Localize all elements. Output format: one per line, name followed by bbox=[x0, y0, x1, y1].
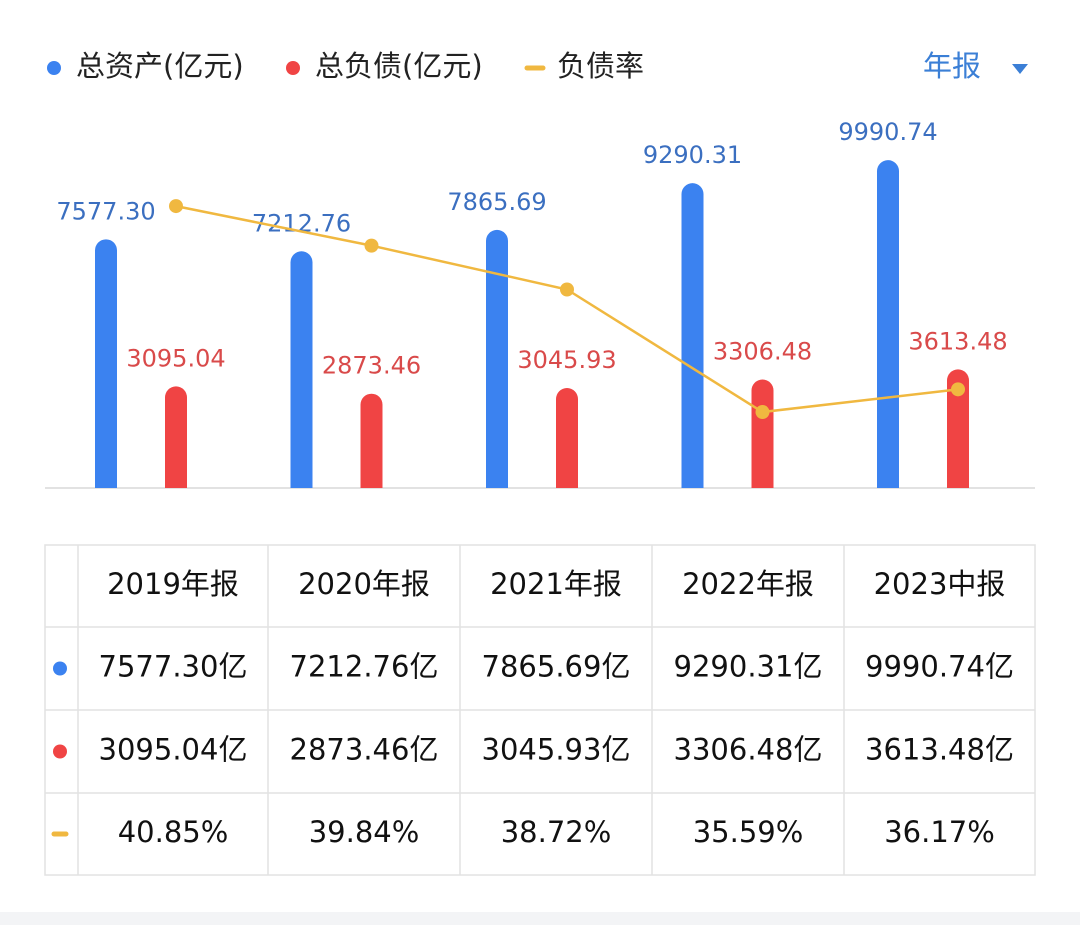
bar bbox=[165, 386, 187, 488]
bar bbox=[486, 229, 508, 488]
row-marker bbox=[53, 744, 67, 759]
table-header: 2020年报 bbox=[298, 567, 430, 601]
value-label: 7865.69 bbox=[447, 188, 546, 216]
bottom-strip bbox=[0, 912, 1080, 925]
legend-label: 负债率 bbox=[557, 49, 644, 83]
dropdown-arrow[interactable] bbox=[1012, 64, 1028, 74]
table-cell: 2873.46亿 bbox=[290, 733, 439, 767]
legend-marker bbox=[286, 61, 300, 75]
bar bbox=[95, 239, 117, 488]
table-cell: 3613.48亿 bbox=[865, 733, 1014, 767]
table-cell: 9290.31亿 bbox=[674, 650, 823, 684]
table-cell: 7865.69亿 bbox=[482, 650, 631, 684]
bar bbox=[681, 183, 704, 488]
table-header: 2021年报 bbox=[490, 567, 622, 601]
line-point bbox=[364, 238, 379, 253]
value-label: 2873.46 bbox=[322, 352, 421, 380]
line-point bbox=[755, 405, 770, 420]
table-cell: 7212.76亿 bbox=[290, 650, 439, 684]
row-marker bbox=[53, 661, 67, 676]
value-label: 7577.30 bbox=[56, 197, 155, 225]
table-cell: 36.17% bbox=[884, 815, 995, 849]
table-cell: 35.59% bbox=[693, 815, 804, 849]
line-point bbox=[169, 199, 183, 214]
table-cell: 40.85% bbox=[118, 815, 229, 849]
line-point bbox=[951, 382, 965, 397]
table-header: 2019年报 bbox=[107, 567, 239, 601]
value-label: 9290.31 bbox=[643, 141, 742, 169]
legend-marker bbox=[47, 61, 61, 75]
table-header: 2023中报 bbox=[874, 567, 1006, 601]
period-selector[interactable]: 年报 bbox=[923, 49, 981, 83]
bar bbox=[751, 379, 774, 488]
legend-label: 总资产(亿元) bbox=[76, 49, 244, 83]
bar bbox=[360, 393, 383, 488]
legend-label: 总负债(亿元) bbox=[315, 49, 483, 83]
value-label: 3613.48 bbox=[908, 327, 1007, 355]
bar bbox=[877, 160, 899, 489]
table-header: 2022年报 bbox=[682, 567, 814, 601]
value-label: 3306.48 bbox=[713, 337, 812, 365]
line-point bbox=[560, 282, 574, 297]
table-cell: 7577.30亿 bbox=[99, 650, 248, 684]
value-label: 3095.04 bbox=[126, 344, 225, 372]
table-cell: 9990.74亿 bbox=[865, 650, 1014, 684]
bar bbox=[556, 388, 578, 488]
table-cell: 3095.04亿 bbox=[99, 733, 248, 767]
table-cell: 38.72% bbox=[501, 815, 612, 849]
bar bbox=[290, 251, 313, 488]
value-label: 3045.93 bbox=[517, 346, 616, 374]
table-cell: 3306.48亿 bbox=[674, 733, 823, 767]
table-cell: 3045.93亿 bbox=[482, 733, 631, 767]
table-cell: 39.84% bbox=[309, 815, 420, 849]
bar bbox=[947, 369, 969, 488]
value-label: 9990.74 bbox=[838, 118, 937, 146]
